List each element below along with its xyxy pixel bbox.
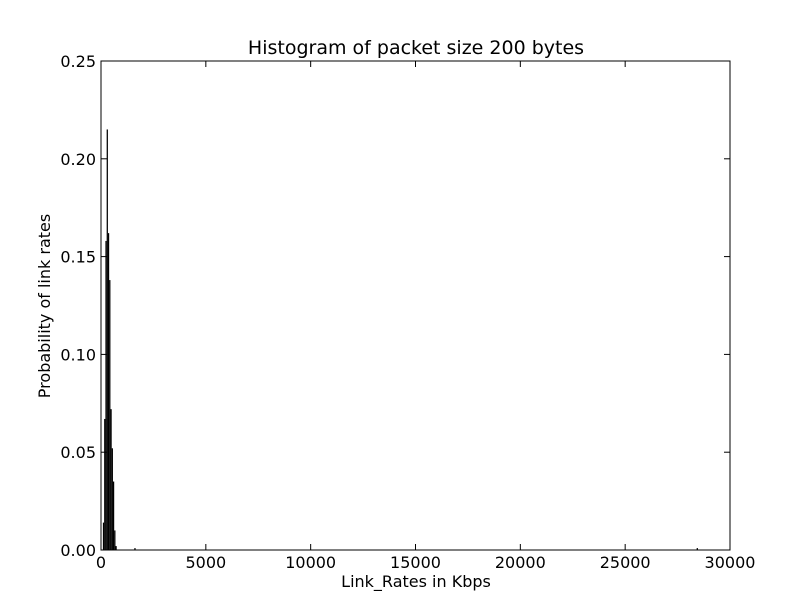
- histogram-bar: [106, 129, 108, 550]
- histogram-bar: [109, 280, 111, 550]
- histogram-bar: [115, 546, 117, 550]
- histogram-bar: [104, 418, 106, 550]
- x-tick-label: 10000: [285, 553, 336, 572]
- y-tick-label: 0.15: [60, 248, 96, 267]
- x-tick-label: 30000: [705, 553, 756, 572]
- axis-ticks: 0 5000 10000 15000 20000 25000 30000 0.00 0.05 0.…: [60, 52, 755, 572]
- y-tick-label: 0.25: [60, 52, 96, 71]
- histogram-bar: [110, 409, 112, 550]
- y-tick-label: 0.20: [60, 150, 96, 169]
- x-tick-label: 5000: [185, 553, 226, 572]
- histogram-bar: [114, 530, 116, 550]
- histogram-bar: [134, 548, 136, 550]
- y-tick-label: 0.00: [60, 541, 96, 560]
- x-tick-label: 0: [96, 553, 106, 572]
- plot-frame: [100, 60, 731, 551]
- histogram-bar: [696, 548, 698, 550]
- histogram-bars: [102, 129, 698, 551]
- histogram-bar: [105, 240, 107, 550]
- histogram-bar: [111, 448, 113, 550]
- histogram-bar: [107, 233, 110, 551]
- histogram-bar: [102, 522, 105, 550]
- x-tick-label: 15000: [390, 553, 441, 572]
- x-tick-label: 20000: [495, 553, 546, 572]
- y-tick-label: 0.05: [60, 443, 96, 462]
- x-axis-label: Link_Rates in Kbps: [341, 572, 491, 592]
- y-tick-label: 0.10: [60, 345, 96, 364]
- histogram-bar: [112, 481, 115, 550]
- y-axis-label: Probability of link rates: [35, 214, 54, 398]
- chart-title: Histogram of packet size 200 bytes: [248, 37, 584, 59]
- x-tick-label: 25000: [600, 553, 651, 572]
